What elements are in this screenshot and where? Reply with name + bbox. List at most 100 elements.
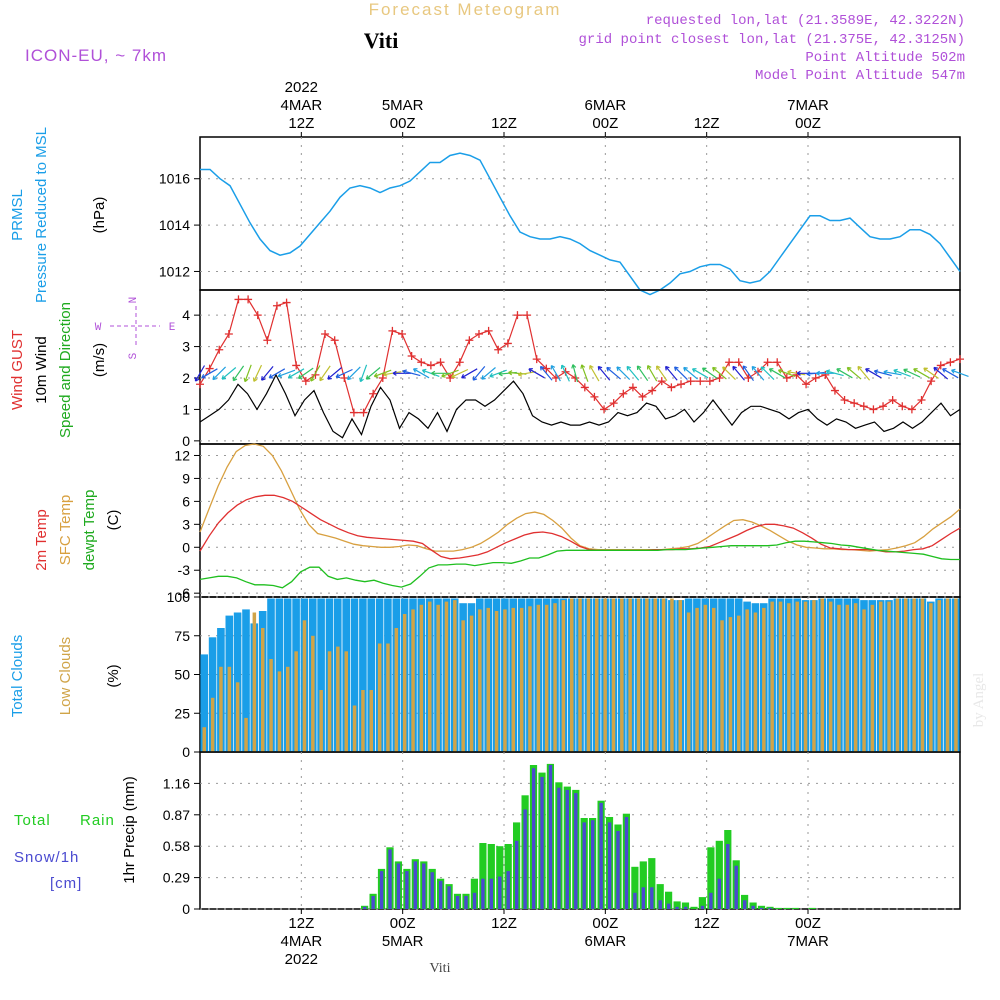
gust-marker [821, 370, 830, 379]
wind-direction-arrow [942, 368, 959, 379]
gust-marker [244, 295, 253, 304]
low-clouds-bar [586, 598, 591, 752]
wind-direction-arrow [787, 369, 806, 376]
snow-bar [447, 886, 451, 909]
snow-bar [675, 906, 679, 909]
gust-marker [455, 358, 464, 367]
low-clouds-bar [344, 651, 348, 753]
low-clouds-bar [469, 615, 474, 752]
temperature-frame [199, 443, 961, 598]
gust-marker [378, 374, 387, 382]
rain-bar [707, 847, 715, 909]
gust-marker [859, 402, 868, 411]
rain-bar [487, 844, 495, 909]
low-clouds-bar [261, 628, 265, 752]
wind-direction-arrow [347, 366, 361, 381]
pressure-ytick-label: 1014 [159, 217, 190, 233]
low-clouds-bar [294, 651, 298, 753]
pressure-marks [200, 152, 961, 296]
wind-direction-arrow [498, 371, 517, 377]
low-clouds-bar [394, 628, 399, 752]
wind-direction-arrow [212, 366, 227, 381]
wind-direction-arrow [221, 367, 237, 380]
gust-marker [946, 358, 955, 367]
clouds-ytick-label: 25 [174, 705, 190, 721]
top-time-label: 4MAR [280, 97, 322, 114]
snow-bar [734, 865, 738, 909]
gust-marker [705, 377, 714, 386]
wind-direction-arrow [335, 368, 353, 379]
bottom-time-label: 6MAR [584, 933, 626, 950]
gust-marker [215, 345, 224, 354]
top-time-label: 12Z [288, 115, 314, 132]
gust-marker [773, 358, 782, 367]
gust-marker [263, 336, 272, 345]
wind-direction-arrow [777, 368, 796, 377]
top-time-label: 00Z [795, 115, 821, 132]
wind-direction-arrow [768, 368, 786, 379]
bottom-time-label: 7MAR [787, 933, 829, 950]
gust-marker [869, 405, 878, 414]
rain-bar [783, 907, 791, 909]
low-clouds-bar [528, 606, 532, 752]
gust-marker [830, 386, 839, 395]
wind-direction-arrow [923, 367, 939, 379]
wind-direction-arrow [589, 364, 600, 382]
gust-marker [811, 374, 820, 382]
low-clouds-bar [461, 620, 465, 753]
wind-direction-arrow [539, 365, 553, 381]
temperature-ytick-label: 9 [182, 470, 190, 486]
low-clouds-bar [419, 604, 424, 753]
gust-marker [359, 408, 368, 417]
pressure-frame [199, 136, 961, 291]
wind-direction-arrow [472, 366, 486, 381]
wind-direction-arrow [580, 364, 589, 382]
snow-bar [768, 907, 772, 909]
sfc-temp-line [199, 443, 961, 552]
wind-direction-arrow [571, 364, 579, 383]
low-clouds-bar [920, 598, 925, 752]
total-clouds-bar [242, 609, 250, 752]
snow-bar [540, 776, 544, 909]
wind-direction-arrow [683, 366, 698, 380]
low-clouds-bar [444, 601, 449, 752]
low-clouds-bar [386, 643, 390, 752]
temperature-ytick-label: 6 [182, 493, 190, 509]
gust-marker [301, 377, 310, 386]
wind-direction-arrow [297, 367, 314, 379]
low-clouds-bar [595, 598, 599, 752]
bottom-time-label: 00Z [795, 915, 821, 932]
wind-ytick-label: 2 [182, 370, 190, 386]
low-clouds-bar [361, 690, 365, 752]
snow-bar [396, 863, 401, 909]
top-time-label: 12Z [491, 115, 517, 132]
gust-marker [494, 345, 503, 354]
gust-marker [446, 374, 455, 382]
clouds-ytick-label: 75 [174, 628, 190, 644]
t2m-line [199, 494, 961, 560]
snow-bar [683, 906, 688, 909]
total-clouds-bar [200, 654, 208, 752]
gust-marker [734, 358, 743, 367]
bottom-time-label: 12Z [288, 915, 314, 932]
wind-direction-arrow [722, 366, 736, 381]
model-altitude: Model Point Altitude 547m [755, 68, 965, 84]
low-clouds-bar [428, 601, 432, 752]
snow-bar [658, 900, 662, 909]
top-time-label: 00Z [390, 115, 416, 132]
gust-marker [292, 361, 301, 370]
snow-bar [388, 849, 392, 909]
snow-bar [667, 903, 671, 909]
low-clouds-bar [369, 690, 373, 752]
gust-marker [580, 383, 589, 392]
wind-direction-arrow [232, 365, 245, 382]
wind-direction-arrow [277, 369, 296, 378]
model-label: ICON-EU, ~ 7km [25, 46, 167, 65]
temperature-ytick-label: -3 [178, 562, 191, 578]
wind-direction-arrow [327, 367, 342, 380]
low-clouds-bar [795, 601, 799, 752]
low-clouds-bar [628, 598, 632, 752]
